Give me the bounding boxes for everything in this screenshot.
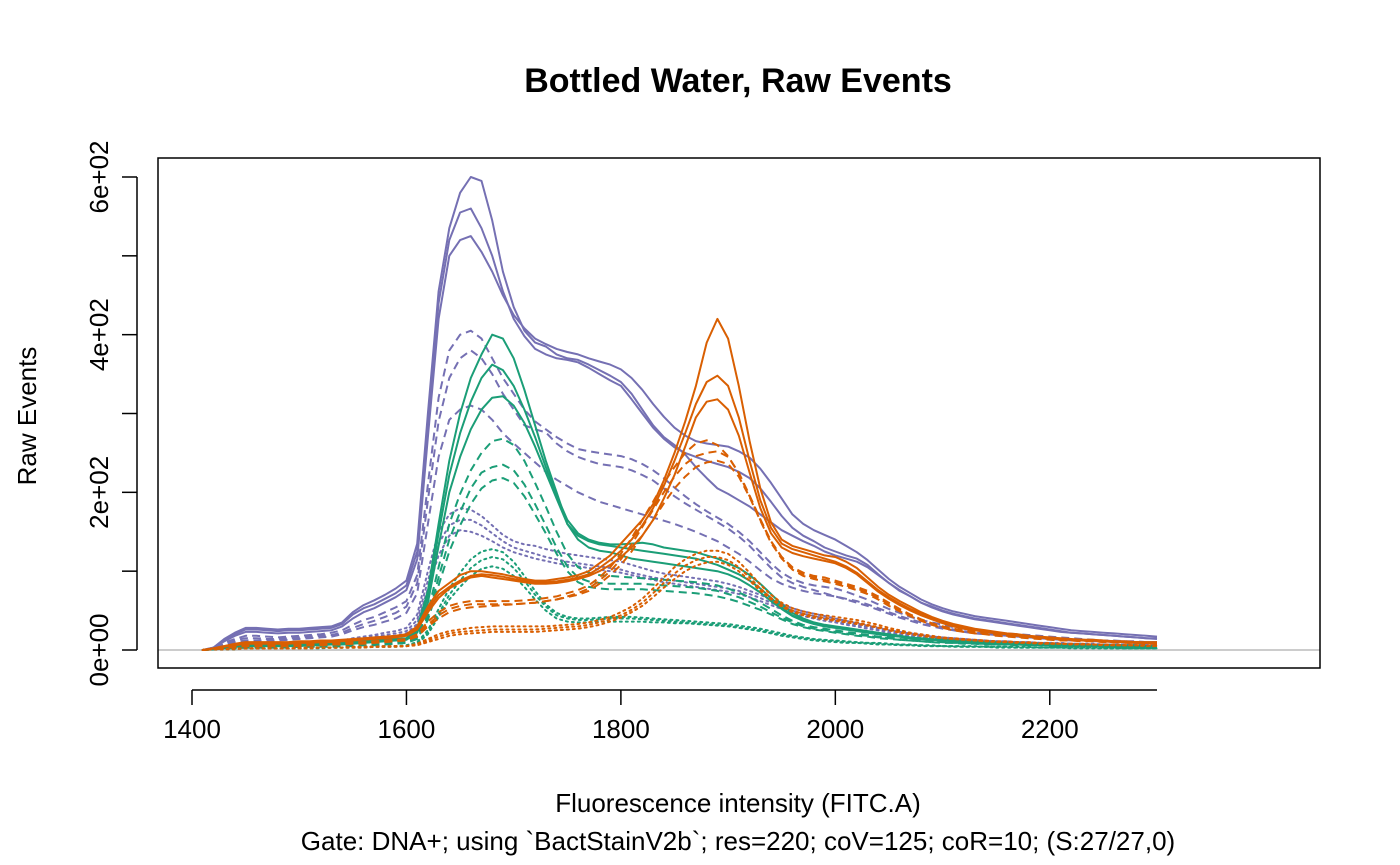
x-tick-label: 1400 xyxy=(163,714,221,744)
series-line-19 xyxy=(202,317,1157,651)
series-line-5 xyxy=(202,349,1157,651)
gate-caption: Gate: DNA+; using `BactStainV2b`; res=22… xyxy=(301,826,1175,856)
x-tick-label: 2000 xyxy=(806,714,864,744)
x-tick-label: 1800 xyxy=(592,714,650,744)
x-axis: 1400 1600 1800 2000 2200 xyxy=(163,690,1079,744)
series-line-27 xyxy=(201,560,1158,651)
chart-title: Bottled Water, Raw Events xyxy=(524,62,952,100)
y-tick-label: 6e+02 xyxy=(84,140,114,213)
y-tick-label: 2e+02 xyxy=(84,456,114,529)
y-tick-label: 0e+00 xyxy=(84,613,114,686)
x-tick-label: 2200 xyxy=(1021,714,1079,744)
series-group xyxy=(201,176,1158,651)
series-line-20 xyxy=(202,374,1157,651)
x-axis-label: Fluorescence intensity (FITC.A) xyxy=(555,788,921,818)
series-line-4 xyxy=(202,329,1157,651)
series-line-1 xyxy=(202,176,1157,651)
series-line-10 xyxy=(202,333,1157,651)
y-axis: 0e+00 2e+02 4e+02 6e+02 xyxy=(84,140,137,687)
series-line-24 xyxy=(202,459,1157,651)
y-tick-label: 4e+02 xyxy=(84,298,114,371)
series-line-18 xyxy=(201,565,1158,651)
series-line-15 xyxy=(202,477,1157,651)
series-line-6 xyxy=(202,404,1157,651)
series-line-2 xyxy=(202,207,1158,651)
series-line-11 xyxy=(202,363,1157,651)
plot-box xyxy=(157,157,1321,669)
y-axis-label: Raw Events xyxy=(12,347,42,486)
series-line-3 xyxy=(202,235,1158,651)
x-tick-label: 1600 xyxy=(378,714,436,744)
